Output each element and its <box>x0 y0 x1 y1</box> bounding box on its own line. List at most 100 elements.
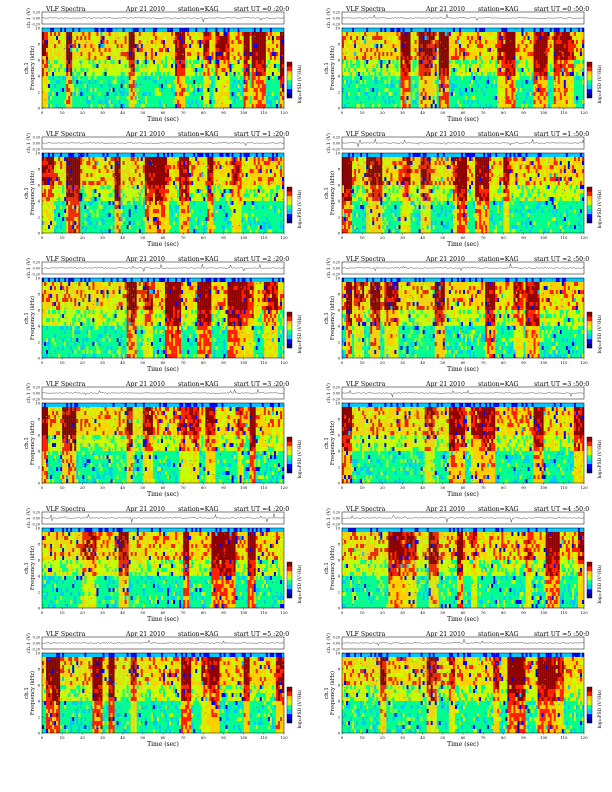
panel-start-ut: start UT =1 :50:0 <box>534 131 589 138</box>
time-tick-label: 0 <box>341 735 344 740</box>
time-tick-label: 30 <box>100 110 105 115</box>
time-tick-label: 80 <box>501 610 506 615</box>
time-tick-label: 80 <box>201 485 206 490</box>
spectra-panel: VLF Spectra Apr 21 2010 station=KAG start U… <box>306 254 606 379</box>
time-tick-label: 20 <box>80 235 85 240</box>
freq-tick-label: 6 <box>338 183 341 188</box>
colorbar-step <box>587 589 592 594</box>
voltage-tick-label: -0.20 <box>332 523 340 527</box>
voltage-axis-label: ch.1 (V) <box>25 383 32 403</box>
colorbar-step <box>287 450 292 456</box>
spectrogram <box>342 403 585 484</box>
freq-tick-label: 8 <box>338 542 341 547</box>
time-tick-label: 60 <box>161 110 166 115</box>
voltage-tick-label: -0.20 <box>32 398 40 402</box>
panel-title: VLF Spectra <box>346 631 385 638</box>
colorbar-step <box>587 566 592 572</box>
voltage-axis-label: ch.1 (V) <box>325 633 332 653</box>
colorbar-step <box>287 700 292 706</box>
freq-tick-label: 10 <box>335 151 340 156</box>
voltage-tick-label: 0.20 <box>333 261 340 265</box>
voltage-tick-label: 0.20 <box>333 136 340 140</box>
time-tick-label: 100 <box>540 610 548 615</box>
spectrogram <box>42 653 285 734</box>
panel-title: VLF Spectra <box>46 381 85 388</box>
time-tick-label: 70 <box>181 485 186 490</box>
colorbar-frame <box>586 311 593 349</box>
colorbar-step <box>587 450 592 456</box>
time-tick-label: 50 <box>440 110 445 115</box>
time-tick-label: 40 <box>420 610 425 615</box>
freq-tick-label: 0 <box>38 481 41 486</box>
spectra-panel: VLF Spectra Apr 21 2010 station=KAG start U… <box>6 629 306 754</box>
panel-station: station=KAG <box>178 131 219 138</box>
voltage-tick-label: -0.20 <box>332 148 340 152</box>
panel-start-ut: start UT =4 :20:0 <box>234 506 289 513</box>
colorbar <box>286 186 293 224</box>
voltage-tick-label: -0.20 <box>332 398 340 402</box>
colorbar-step <box>587 709 592 715</box>
colorbar-label: log₁₀PSD (V²/Hz) <box>596 689 603 728</box>
freq-tick-label: 4 <box>338 74 341 79</box>
time-tick-label: 70 <box>181 360 186 365</box>
panel-station: station=KAG <box>478 256 519 263</box>
time-tick-label: 110 <box>260 735 268 740</box>
time-tick-label: 30 <box>100 360 105 365</box>
time-tick-label: 100 <box>540 360 548 365</box>
time-tick-label: 30 <box>400 110 405 115</box>
time-tick-label: 100 <box>540 485 548 490</box>
time-tick-label: 90 <box>521 110 526 115</box>
freq-tick-label: 6 <box>38 683 41 688</box>
time-tick-label: 120 <box>280 485 288 490</box>
panel-date: Apr 21 2010 <box>426 381 465 388</box>
freq-tick-label: 4 <box>38 324 41 329</box>
freq-tick-label: 4 <box>38 199 41 204</box>
panel-start-ut: start UT =1 :20:0 <box>234 131 289 138</box>
colorbar-frame <box>586 686 593 724</box>
time-tick-label: 80 <box>501 110 506 115</box>
voltage-trace <box>341 389 585 398</box>
spectrogram <box>42 153 285 234</box>
freq-tick-label: 0 <box>338 106 341 111</box>
time-tick-label: 70 <box>481 360 486 365</box>
time-tick-label: 0 <box>341 360 344 365</box>
colorbar-step <box>287 718 292 724</box>
voltage-tick-label: 0.20 <box>33 11 40 15</box>
panel-start-ut: start UT =4 :50:0 <box>534 506 589 513</box>
voltage-axis-label: ch.1 (V) <box>325 258 332 278</box>
voltage-frame <box>41 261 285 275</box>
time-tick-label: 20 <box>80 485 85 490</box>
colorbar-label: log₁₀PSD (V²/Hz) <box>296 439 303 478</box>
time-axis-label: Time (sec) <box>447 241 479 248</box>
time-tick-label: 70 <box>181 610 186 615</box>
time-tick-label: 0 <box>341 235 344 240</box>
time-axis-label: Time (sec) <box>447 491 479 498</box>
colorbar <box>586 686 593 724</box>
time-tick-label: 100 <box>540 235 548 240</box>
colorbar-step <box>287 441 292 447</box>
freq-tick-label: 8 <box>338 667 341 672</box>
freq-axis-label-line1: ch.1 <box>324 312 330 324</box>
time-tick-label: 50 <box>440 360 445 365</box>
colorbar-frame <box>586 186 593 224</box>
colorbar-step <box>287 714 292 719</box>
spectrogram <box>342 278 585 359</box>
voltage-tick-label: 0.00 <box>33 17 40 21</box>
voltage-tick-label: 0.00 <box>333 17 340 21</box>
time-tick-label: 110 <box>560 360 568 365</box>
colorbar-step <box>287 84 292 90</box>
voltage-tick-label: 0.20 <box>33 136 40 140</box>
freq-tick-label: 2 <box>338 715 341 720</box>
freq-axis-label-line1: ch.1 <box>324 187 330 199</box>
colorbar-step <box>287 334 292 340</box>
colorbar-step <box>287 93 292 99</box>
panel-station: station=KAG <box>478 381 519 388</box>
time-tick-label: 110 <box>260 235 268 240</box>
freq-tick-label: 10 <box>35 526 40 531</box>
colorbar <box>586 186 593 224</box>
colorbar-frame <box>586 436 593 474</box>
panel-start-ut: start UT =2 :20:0 <box>234 256 289 263</box>
time-tick-label: 110 <box>560 735 568 740</box>
